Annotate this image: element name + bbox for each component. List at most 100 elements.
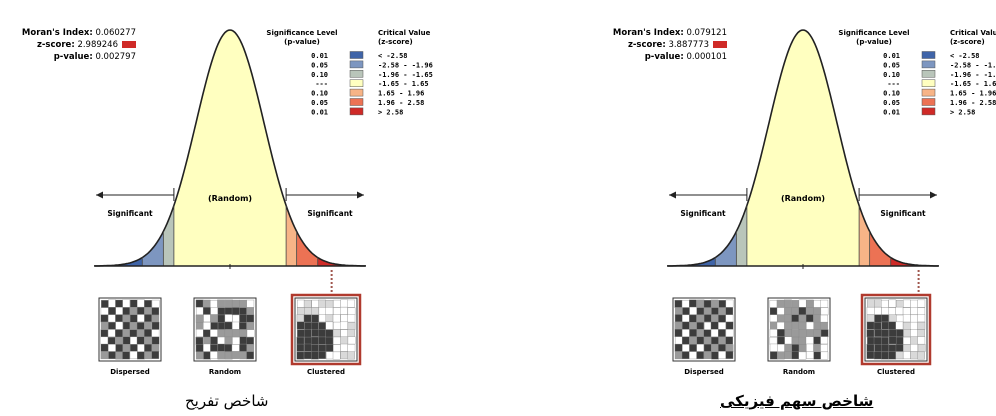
thumbnail-cell	[777, 329, 785, 337]
thumbnail-random	[767, 297, 831, 362]
thumbnail-cell	[681, 351, 690, 360]
thumbnail-cell	[917, 329, 925, 338]
significant-right-label: Significant	[880, 209, 926, 218]
thumbnail-cell	[798, 336, 807, 345]
thumbnail-cell	[107, 329, 116, 337]
thumbnail-cell	[195, 344, 204, 352]
thumbnail-cell	[232, 314, 240, 323]
thumbnail-cell	[246, 307, 254, 316]
thumbnail-cell	[333, 321, 341, 330]
thumbnail-cell	[332, 314, 341, 323]
thumbnail-cell	[136, 336, 145, 345]
thumbnail-cell	[195, 299, 204, 308]
thumbnail-cell	[784, 351, 792, 359]
thumbnail-cell	[895, 329, 904, 338]
thumbnail-cell	[203, 329, 211, 338]
thumbnail-cell	[776, 314, 785, 323]
thumbnail-cell	[326, 351, 334, 360]
thumbnail-cell	[130, 336, 138, 345]
thumbnail-cell	[297, 329, 305, 338]
thumbnail-cell	[689, 329, 697, 337]
thumbnail-cell	[144, 321, 152, 330]
thumbnail-cell	[681, 300, 690, 308]
thumbnail-cell	[347, 322, 356, 330]
thumbnail-cell	[136, 322, 145, 330]
thumbnail-cell	[122, 299, 131, 308]
thumbnail-cell	[340, 314, 349, 323]
distribution-curve	[667, 29, 939, 267]
thumbnail-cell	[689, 299, 697, 308]
thumbnail-cell	[798, 329, 807, 338]
thumbnail-label: Dispersed	[110, 368, 150, 376]
thumbnail-cell	[881, 329, 889, 338]
thumbnail-cell	[347, 351, 355, 360]
legend-p-value: 0.10	[883, 71, 900, 79]
thumbnail-cell	[696, 307, 705, 316]
thumbnail-cell	[239, 322, 247, 330]
thumbnail-cell	[333, 336, 341, 345]
thumbnail-cell	[881, 307, 890, 315]
thumbnail-cell	[696, 322, 705, 330]
stats-block-right: Moran's Index: 0.079121 z-score: 3.88777…	[498, 27, 727, 63]
thumbnail-cell	[210, 300, 218, 308]
thumbnail-cell	[232, 336, 240, 345]
thumbnail-cell	[210, 314, 218, 323]
caption-left: شاخص تفریح	[185, 392, 269, 410]
thumbnail-cell	[874, 329, 882, 337]
legend-p-value: 0.10	[311, 90, 328, 98]
thumbnail-cell	[297, 307, 305, 316]
thumbnail-cell	[888, 321, 897, 330]
thumbnail-cell	[873, 322, 882, 330]
thumbnail-dispersed	[98, 297, 162, 362]
thumbnail-cell	[703, 314, 712, 323]
thumbnail-cell	[791, 336, 800, 345]
thumbnail-cell	[910, 299, 918, 308]
significant-left-label: Significant	[680, 209, 726, 218]
thumbnail-cell	[806, 329, 814, 338]
thumbnail-cell	[203, 351, 211, 360]
thumbnail-clustered	[860, 293, 932, 366]
thumbnail-cell	[725, 329, 734, 337]
thumbnail-cell	[210, 307, 219, 315]
legend-p-value: 0.01	[883, 52, 900, 60]
legend-range: -1.65 - 1.65	[378, 80, 429, 88]
thumbnail-cell	[881, 314, 889, 323]
thumbnail-cell	[304, 322, 312, 330]
legend-crit-subheader: (z-score)	[950, 38, 985, 46]
thumbnail-cell	[784, 321, 793, 330]
thumbnail-cell	[718, 307, 726, 316]
arrow-left-head	[96, 191, 103, 199]
thumbnail-cell	[100, 336, 109, 345]
thumbnail-cell	[703, 329, 712, 338]
thumbnail-cell	[769, 336, 778, 345]
thumbnail-cell	[217, 307, 226, 316]
thumbnail-cell	[910, 343, 918, 352]
thumbnail-dispersed	[672, 297, 736, 362]
legend-swatch	[921, 70, 936, 78]
thumbnail-cell	[917, 344, 926, 352]
legend-swatch	[921, 88, 936, 97]
thumbnail-clustered	[290, 293, 362, 366]
thumbnail-cell	[210, 344, 218, 352]
legend-sig-header: Significance Level	[838, 29, 909, 37]
thumbnail-cell	[332, 329, 341, 338]
thumbnail-cell	[718, 314, 726, 323]
legend-sig-header: Significance Level	[266, 29, 337, 37]
legend-range: 1.65 - 1.96	[378, 90, 424, 98]
thumbnail-cell	[137, 299, 145, 308]
thumbnail-cell	[806, 343, 814, 352]
thumbnail-cell	[718, 329, 726, 337]
thumbnail-cell	[910, 314, 918, 323]
thumbnail-cell	[144, 329, 152, 337]
thumbnail-cell	[799, 314, 807, 323]
thumbnail-cell	[137, 351, 145, 360]
moran-report-right: (Random) Significant Significant Significan…	[498, 0, 996, 416]
thumbnail-cell	[725, 336, 734, 345]
legend-crit-header: Critical Value	[378, 29, 431, 37]
legend-range: > 2.58	[378, 108, 403, 116]
thumbnail-cell	[122, 321, 131, 330]
thumbnail-cell	[895, 336, 904, 345]
thumbnail-cell	[805, 299, 814, 308]
thumbnail-cell	[246, 329, 255, 338]
thumbnail-cell	[682, 344, 690, 353]
